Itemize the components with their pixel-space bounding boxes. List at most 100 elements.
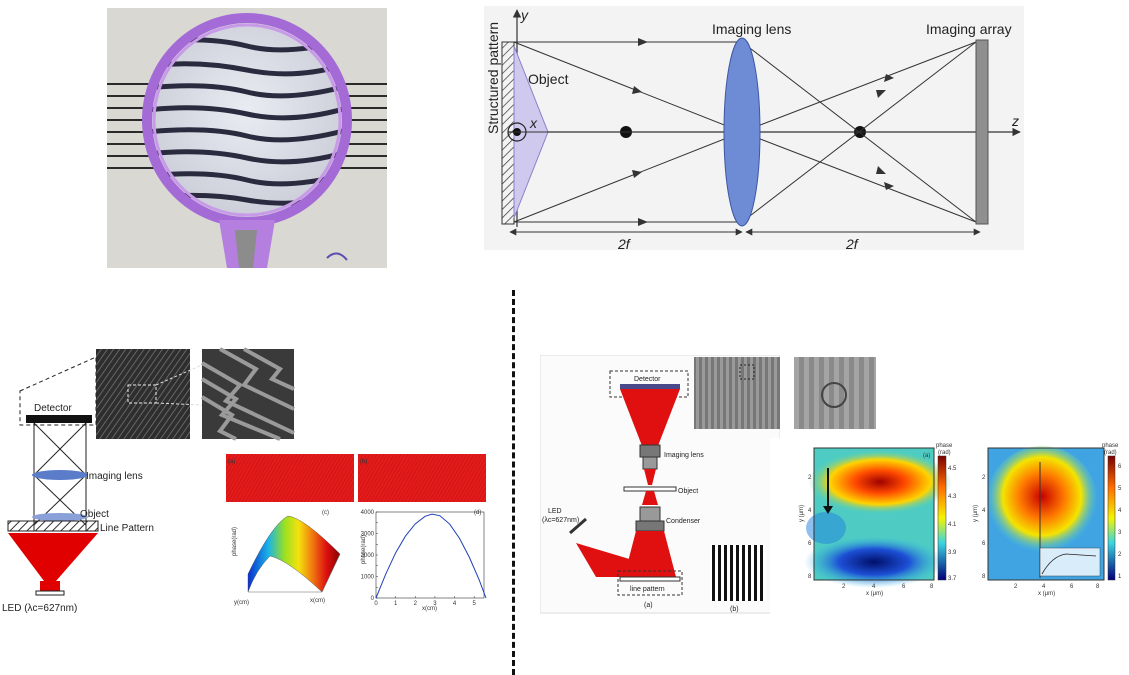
led-source [40, 581, 60, 591]
chart-d-xtick-label: 3 [433, 601, 437, 607]
detector-label-right: Detector [634, 376, 661, 383]
panel-d-label: (d) [474, 510, 481, 516]
line-pattern-sample [710, 545, 766, 601]
detector-bar-right [620, 384, 680, 389]
object-label-left: Object [80, 509, 109, 520]
object-slide [623, 486, 677, 492]
chart-d-ytick-label: 1000 [361, 575, 375, 581]
fringe-image-b [358, 454, 486, 502]
map1-ylabel: y (μm) [799, 505, 805, 522]
map2-ylabel: y (μm) [973, 505, 979, 522]
magnifier-photo [107, 8, 387, 268]
svg-text:3: 3 [1118, 530, 1122, 536]
svg-text:8: 8 [930, 584, 934, 590]
svg-text:4: 4 [808, 508, 812, 514]
caption-b: (b) [730, 606, 739, 613]
map1-xticks: 2 4 6 8 [842, 584, 934, 590]
imaging-array-shape [975, 39, 989, 225]
panel-c-zlabel: phase(rad) [232, 527, 238, 556]
panel-c-ylabel: y(cm) [234, 600, 249, 606]
object-label-right: Object [678, 488, 698, 495]
svg-text:3.9: 3.9 [948, 550, 957, 556]
panel-a-label: (a) [228, 459, 235, 465]
svg-text:3.7: 3.7 [948, 576, 957, 582]
map1-panel-label: (a) [923, 453, 930, 459]
led-label-right: LED [548, 508, 562, 515]
svg-text:4.3: 4.3 [948, 494, 957, 500]
panel-c-xlabel: x(cm) [310, 598, 325, 604]
chart-d-xtick-label: 4 [453, 601, 457, 607]
svg-text:4.1: 4.1 [948, 522, 957, 528]
chart-d-xtick-label: 2 [414, 601, 418, 607]
line-pattern-plate [7, 520, 99, 532]
svg-text:8: 8 [1096, 584, 1100, 590]
chart-d-ytick-label: 3000 [361, 532, 375, 538]
imaging-lens-label-left: Imaging lens [86, 471, 143, 482]
setup-left: Detector Imaging lens Object Line Patter… [0, 345, 300, 625]
microscope-image-wide [694, 357, 786, 429]
panel-d-ylabel: phase(rad) [361, 535, 367, 564]
map2-yticks: 2 4 6 8 [982, 475, 986, 580]
map1-xlabel: x (μm) [866, 591, 883, 597]
map1-colorbar-unit: (rad) [938, 450, 951, 456]
svg-text:2: 2 [1014, 584, 1018, 590]
svg-text:8: 8 [808, 574, 812, 580]
phase-map-1: (a) phase (rad) 4.5 4.3 4.1 3.9 3.7 2 4 … [770, 438, 960, 628]
phase-profile-chart: 0 1000 2000 3000 4000 0 1 2 3 4 5 [361, 510, 487, 607]
imaging-lens-label: Imaging lens [712, 21, 791, 37]
svg-text:6: 6 [1070, 584, 1074, 590]
axis-z-label: z [1011, 113, 1019, 129]
line-pattern-label-right: line pattern [630, 586, 665, 593]
imaging-array-label: Imaging array [926, 21, 1012, 37]
light-cone [8, 533, 98, 581]
object-disc [32, 513, 88, 521]
map2-xticks: 2 4 6 8 [1014, 584, 1100, 590]
map2-colorbar [1107, 455, 1116, 581]
phase-results-left: (a) (b) (c) phase(rad) x(cm) y(cm) (d) 0… [222, 452, 492, 612]
line-pattern-label: Line Pattern [100, 523, 154, 534]
fringe-image-a [226, 454, 354, 502]
led-wavelength-label: (λc=627nm) [542, 517, 579, 524]
svg-text:6: 6 [902, 584, 906, 590]
chart-d-ytick-label: 4000 [361, 510, 375, 516]
panel-b-label: (b) [360, 459, 367, 465]
map1-colorbar-ticks: 4.5 4.3 4.1 3.9 3.7 [948, 466, 957, 582]
detector-image-wide [96, 349, 190, 439]
svg-text:5: 5 [1118, 486, 1122, 492]
map2-colorbar-title: phase [1102, 443, 1119, 449]
svg-text:2: 2 [982, 475, 986, 481]
svg-text:2: 2 [808, 475, 812, 481]
chart-d-xtick-label: 5 [473, 601, 477, 607]
panel-d-xlabel: x(cm) [422, 606, 437, 612]
imaging-lens-label-right: Imaging lens [664, 452, 704, 459]
microscope-image-zoom [794, 357, 876, 429]
chart-d-xtick-label: 0 [374, 601, 378, 607]
svg-text:8: 8 [982, 574, 986, 580]
structured-pattern-label: Structured pattern [485, 22, 501, 134]
led-label: LED (λc=627nm) [2, 603, 77, 614]
condenser-label: Condenser [666, 518, 701, 525]
svg-text:4: 4 [982, 508, 986, 514]
caption-a: (a) [644, 602, 653, 609]
chart-d-xtick-label: 1 [394, 601, 398, 607]
svg-text:2: 2 [1118, 552, 1122, 558]
distance-right-label: 2f [845, 236, 860, 252]
axis-y-label: y [520, 7, 529, 23]
ray-diagram: z y Structured pattern Object x [480, 2, 1030, 252]
chart-d-ytick-label: 0 [371, 596, 375, 602]
svg-text:6: 6 [1118, 464, 1122, 470]
vertical-divider [512, 290, 515, 675]
setup-right: Detector Imaging lens Object Condenser L… [539, 354, 786, 615]
map1-colorbar-title: phase [936, 443, 953, 449]
panel-c-label: (c) [322, 510, 329, 516]
detector-label: Detector [34, 403, 72, 414]
imaging-lens-disc [32, 470, 88, 480]
map2-colorbar-ticks: 6 5 4 3 2 1 [1118, 464, 1122, 580]
svg-text:4.5: 4.5 [948, 466, 957, 472]
map1-colorbar [937, 455, 947, 581]
svg-text:6: 6 [808, 541, 812, 547]
svg-text:4: 4 [872, 584, 876, 590]
svg-text:1: 1 [1118, 574, 1122, 580]
map2-xlabel: x (μm) [1038, 591, 1055, 597]
distance-left-label: 2f [617, 236, 632, 252]
